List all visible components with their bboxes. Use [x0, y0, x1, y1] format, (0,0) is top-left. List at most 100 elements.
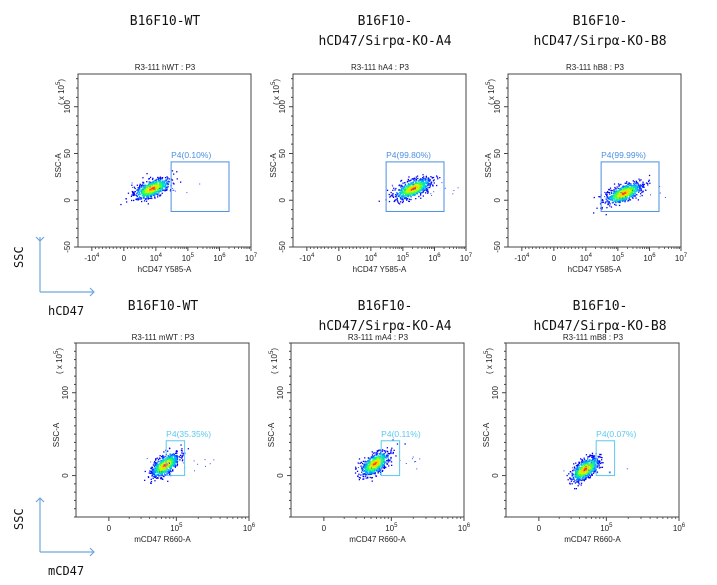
event-dot — [154, 469, 156, 471]
event-dot — [150, 482, 152, 484]
event-dot — [181, 450, 183, 452]
event-dot — [390, 459, 392, 461]
event-dot — [405, 463, 407, 464]
event-dot — [365, 470, 367, 473]
event-dot — [354, 472, 357, 474]
event-dot — [623, 186, 626, 189]
event-dot — [141, 192, 143, 194]
event-dot — [160, 188, 162, 191]
event-dot — [642, 185, 644, 187]
event-dot — [133, 199, 135, 202]
event-dot — [638, 187, 641, 189]
event-dot — [625, 189, 627, 191]
event-dot — [581, 460, 583, 462]
event-dot — [428, 180, 430, 182]
event-dot — [393, 449, 395, 451]
event-dot — [579, 468, 581, 470]
event-dot — [375, 452, 378, 454]
event-dot — [164, 186, 166, 188]
event-dot — [385, 466, 387, 469]
event-dot — [634, 195, 636, 197]
event-dot — [132, 193, 135, 195]
x-tick-label: 104 — [365, 253, 378, 263]
event-dot — [396, 195, 398, 197]
event-dot — [142, 195, 145, 197]
event-dot — [369, 473, 371, 475]
event-dot — [378, 465, 380, 467]
event-dot — [144, 193, 147, 195]
event-dot — [159, 477, 162, 479]
event-dot — [633, 183, 635, 185]
event-dot — [149, 193, 151, 195]
event-dot — [577, 471, 579, 473]
event-dot — [428, 177, 430, 179]
y-tick-label: 0 — [493, 197, 502, 202]
event-dot — [409, 180, 411, 182]
event-dot — [647, 182, 649, 185]
event-dot — [420, 189, 422, 191]
event-dot — [138, 194, 140, 196]
event-dot — [147, 196, 149, 198]
event-dot — [375, 464, 377, 466]
event-dot — [405, 197, 407, 199]
event-dot — [157, 184, 159, 186]
event-dot — [157, 466, 159, 468]
event-dot — [136, 195, 138, 197]
event-dot — [402, 194, 404, 196]
event-dot — [375, 456, 377, 459]
event-dot — [383, 459, 385, 461]
event-dot — [617, 187, 620, 190]
event-dot — [162, 458, 164, 460]
event-dot — [155, 193, 157, 195]
event-dot — [378, 463, 380, 466]
event-dot — [411, 189, 413, 192]
event-dot — [401, 189, 404, 191]
event-dot — [159, 184, 161, 186]
event-dot — [422, 182, 424, 184]
event-dot — [367, 464, 369, 466]
event-dot — [142, 181, 144, 183]
event-dot — [363, 470, 365, 473]
event-dot — [596, 458, 599, 460]
event-dot — [375, 463, 377, 465]
event-dot — [629, 194, 631, 196]
event-dot — [573, 478, 575, 481]
event-dot — [604, 196, 605, 198]
event-dot — [616, 198, 618, 201]
event-dot — [149, 176, 152, 178]
event-dot — [572, 469, 574, 471]
event-dot — [377, 468, 379, 471]
event-dot — [376, 463, 378, 465]
event-dot — [374, 459, 376, 462]
event-dot — [583, 459, 586, 461]
event-dot — [404, 443, 406, 445]
event-dot — [408, 191, 410, 194]
event-dot — [381, 453, 383, 455]
event-dot — [422, 174, 424, 176]
event-dot — [601, 208, 603, 210]
event-dot — [156, 462, 158, 464]
event-dot — [417, 187, 419, 189]
event-dot — [593, 462, 595, 465]
event-dot — [582, 471, 584, 473]
event-dot — [358, 473, 360, 475]
event-dot — [624, 187, 626, 189]
event-dot — [635, 184, 637, 187]
event-dot — [588, 473, 590, 475]
event-dot — [159, 177, 161, 179]
event-dot — [176, 455, 178, 457]
y-multiplier-label: ( x 105) — [54, 348, 64, 374]
event-dot — [588, 469, 590, 471]
event-dot — [401, 186, 404, 188]
event-dot — [601, 199, 604, 201]
event-dot — [631, 194, 634, 197]
event-dot — [430, 193, 432, 195]
event-dot — [414, 188, 416, 190]
event-dot — [166, 178, 168, 180]
event-dot — [621, 192, 624, 195]
event-dot — [580, 476, 582, 479]
event-dot — [390, 191, 392, 194]
event-dot — [164, 190, 166, 192]
event-dot — [585, 454, 588, 456]
event-dot — [370, 471, 373, 473]
